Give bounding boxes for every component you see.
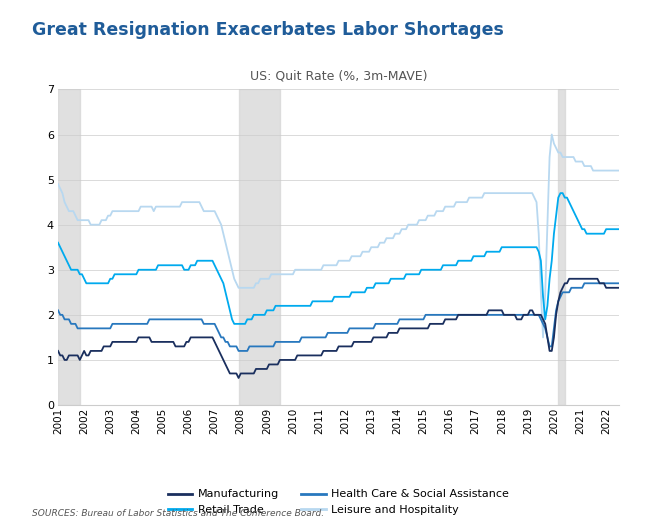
Text: SOURCES: Bureau of Labor Statistics and The Conference Board.: SOURCES: Bureau of Labor Statistics and … <box>32 509 324 518</box>
Title: US: Quit Rate (%, 3m-MAVE): US: Quit Rate (%, 3m-MAVE) <box>250 70 428 83</box>
Text: Great Resignation Exacerbates Labor Shortages: Great Resignation Exacerbates Labor Shor… <box>32 21 504 39</box>
Bar <box>239 89 280 405</box>
Bar <box>559 89 565 405</box>
Bar <box>58 89 80 405</box>
Legend: Manufacturing, Retail Trade, Health Care & Social Assistance, Leisure and Hospit: Manufacturing, Retail Trade, Health Care… <box>168 490 510 515</box>
